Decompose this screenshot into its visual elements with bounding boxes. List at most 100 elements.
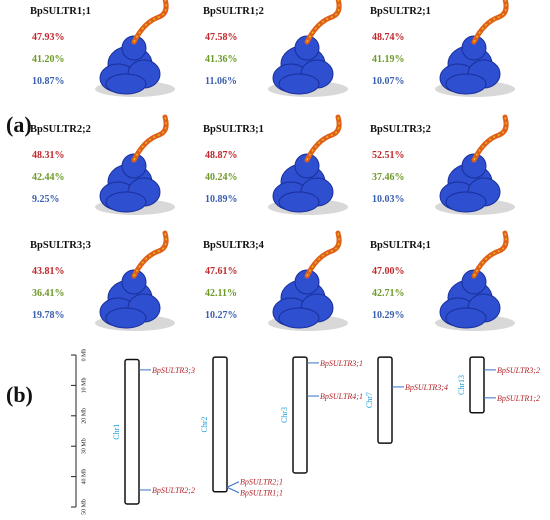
- percentage: 40.24%: [205, 172, 238, 183]
- protein-blob: [278, 307, 320, 329]
- structure-name: BpSULTR2;2: [30, 124, 91, 135]
- structure-name: BpSULTR2;1: [370, 6, 431, 17]
- protein-blob: [461, 269, 487, 295]
- protein-blob: [445, 73, 487, 95]
- percentage: 48.74%: [372, 32, 405, 43]
- protein-tail-hi: [473, 0, 507, 43]
- percentage: 10.89%: [205, 194, 238, 205]
- protein-blob: [121, 269, 147, 295]
- percentage: 36.41%: [32, 288, 65, 299]
- protein: [439, 0, 509, 95]
- structure-name: BpSULTR3;1: [203, 124, 264, 135]
- panel-label: (b): [6, 382, 33, 407]
- structure-name: BpSULTR1;2: [203, 6, 264, 17]
- chromosome-label: Chr13: [457, 375, 466, 395]
- chromosome: [469, 356, 485, 414]
- percentage: 19.78%: [32, 310, 65, 321]
- tick-label: 10 Mb: [81, 377, 87, 393]
- percentage: 10.27%: [205, 310, 238, 321]
- protein: [99, 114, 169, 213]
- chromosome-label: Chr7: [365, 392, 374, 408]
- protein: [99, 230, 169, 329]
- chromosome: [124, 358, 140, 505]
- protein-blob: [294, 35, 320, 61]
- percentage: 42.11%: [205, 288, 237, 299]
- chromosome: [377, 356, 393, 444]
- gene-label: BpSULTR1;1: [240, 489, 283, 498]
- protein-blob: [461, 153, 487, 179]
- chromosome-label: Chr3: [280, 407, 289, 423]
- percentage: 10.03%: [372, 194, 405, 205]
- protein-tail: [131, 114, 169, 163]
- protein-blob: [445, 307, 487, 329]
- structure-name: BpSULTR3;4: [203, 240, 265, 251]
- percentage: 10.29%: [372, 310, 405, 321]
- structure-name: BpSULTR3;3: [30, 240, 91, 251]
- protein: [272, 0, 342, 95]
- structure-name: BpSULTR4;1: [370, 240, 431, 251]
- protein-blob: [294, 269, 320, 295]
- protein: [439, 114, 509, 213]
- percentage: 41.20%: [32, 54, 65, 65]
- gene-label: BpSULTR3;4: [405, 383, 448, 392]
- protein: [272, 114, 342, 213]
- protein-blob: [294, 153, 320, 179]
- percentage: 41.36%: [205, 54, 238, 65]
- tick-label: 30 Mb: [81, 438, 87, 454]
- gene-label: BpSULTR1;2: [497, 394, 540, 403]
- gene-label: BpSULTR2;2: [152, 486, 195, 495]
- protein-blob: [278, 73, 320, 95]
- percentage: 41.19%: [372, 54, 405, 65]
- tick-label: 40 Mb: [81, 469, 87, 485]
- percentage: 10.07%: [372, 76, 405, 87]
- percentage: 47.93%: [32, 32, 65, 43]
- gene-marker: [226, 486, 240, 494]
- protein-blob: [121, 153, 147, 179]
- percentage: 42.44%: [32, 172, 65, 183]
- protein-tail-hi: [306, 116, 340, 161]
- percentage: 42.71%: [372, 288, 405, 299]
- percentage: 37.46%: [372, 172, 405, 183]
- percentage: 47.58%: [205, 32, 238, 43]
- gene-label: BpSULTR3;3: [152, 366, 195, 375]
- tick-label: 0 Mb: [81, 349, 87, 362]
- tick-label: 20 Mb: [81, 408, 87, 424]
- protein-tail: [304, 230, 342, 279]
- structure-name: BpSULTR3;2: [370, 124, 431, 135]
- gene-label: BpSULTR4;1: [320, 392, 363, 401]
- protein-tail: [131, 230, 169, 279]
- protein: [99, 0, 169, 95]
- percentage: 47.61%: [205, 266, 238, 277]
- protein-blob: [121, 35, 147, 61]
- protein-tail-hi: [473, 116, 507, 161]
- panel-label: (a): [6, 112, 32, 137]
- gene-label: BpSULTR3;2: [497, 366, 540, 375]
- percentage: 10.87%: [32, 76, 65, 87]
- tick-label: 50 Mb: [81, 499, 87, 515]
- chromosome-label: Chr2: [200, 416, 209, 432]
- protein-tail-hi: [473, 232, 507, 277]
- chromosome-label: Chr1: [112, 424, 121, 440]
- percentage: 47.00%: [372, 266, 405, 277]
- protein-blob: [105, 73, 147, 95]
- protein-tail-hi: [133, 116, 167, 161]
- protein-blob: [105, 191, 147, 213]
- protein-blob: [461, 35, 487, 61]
- percentage: 9.25%: [32, 194, 60, 205]
- protein-tail-hi: [306, 232, 340, 277]
- chromosome: [212, 356, 228, 493]
- chromosome: [292, 356, 308, 474]
- percentage: 52.51%: [372, 150, 405, 161]
- protein-blob: [445, 191, 487, 213]
- protein-tail-hi: [133, 0, 167, 43]
- protein-tail-hi: [306, 0, 340, 43]
- protein-tail: [471, 230, 509, 279]
- gene-label: BpSULTR3;1: [320, 359, 363, 368]
- protein-blob: [278, 191, 320, 213]
- protein-tail-hi: [133, 232, 167, 277]
- gene-label: BpSULTR2;1: [240, 478, 283, 487]
- percentage: 11.06%: [205, 76, 237, 87]
- gene-marker: [226, 481, 240, 488]
- protein: [439, 230, 509, 329]
